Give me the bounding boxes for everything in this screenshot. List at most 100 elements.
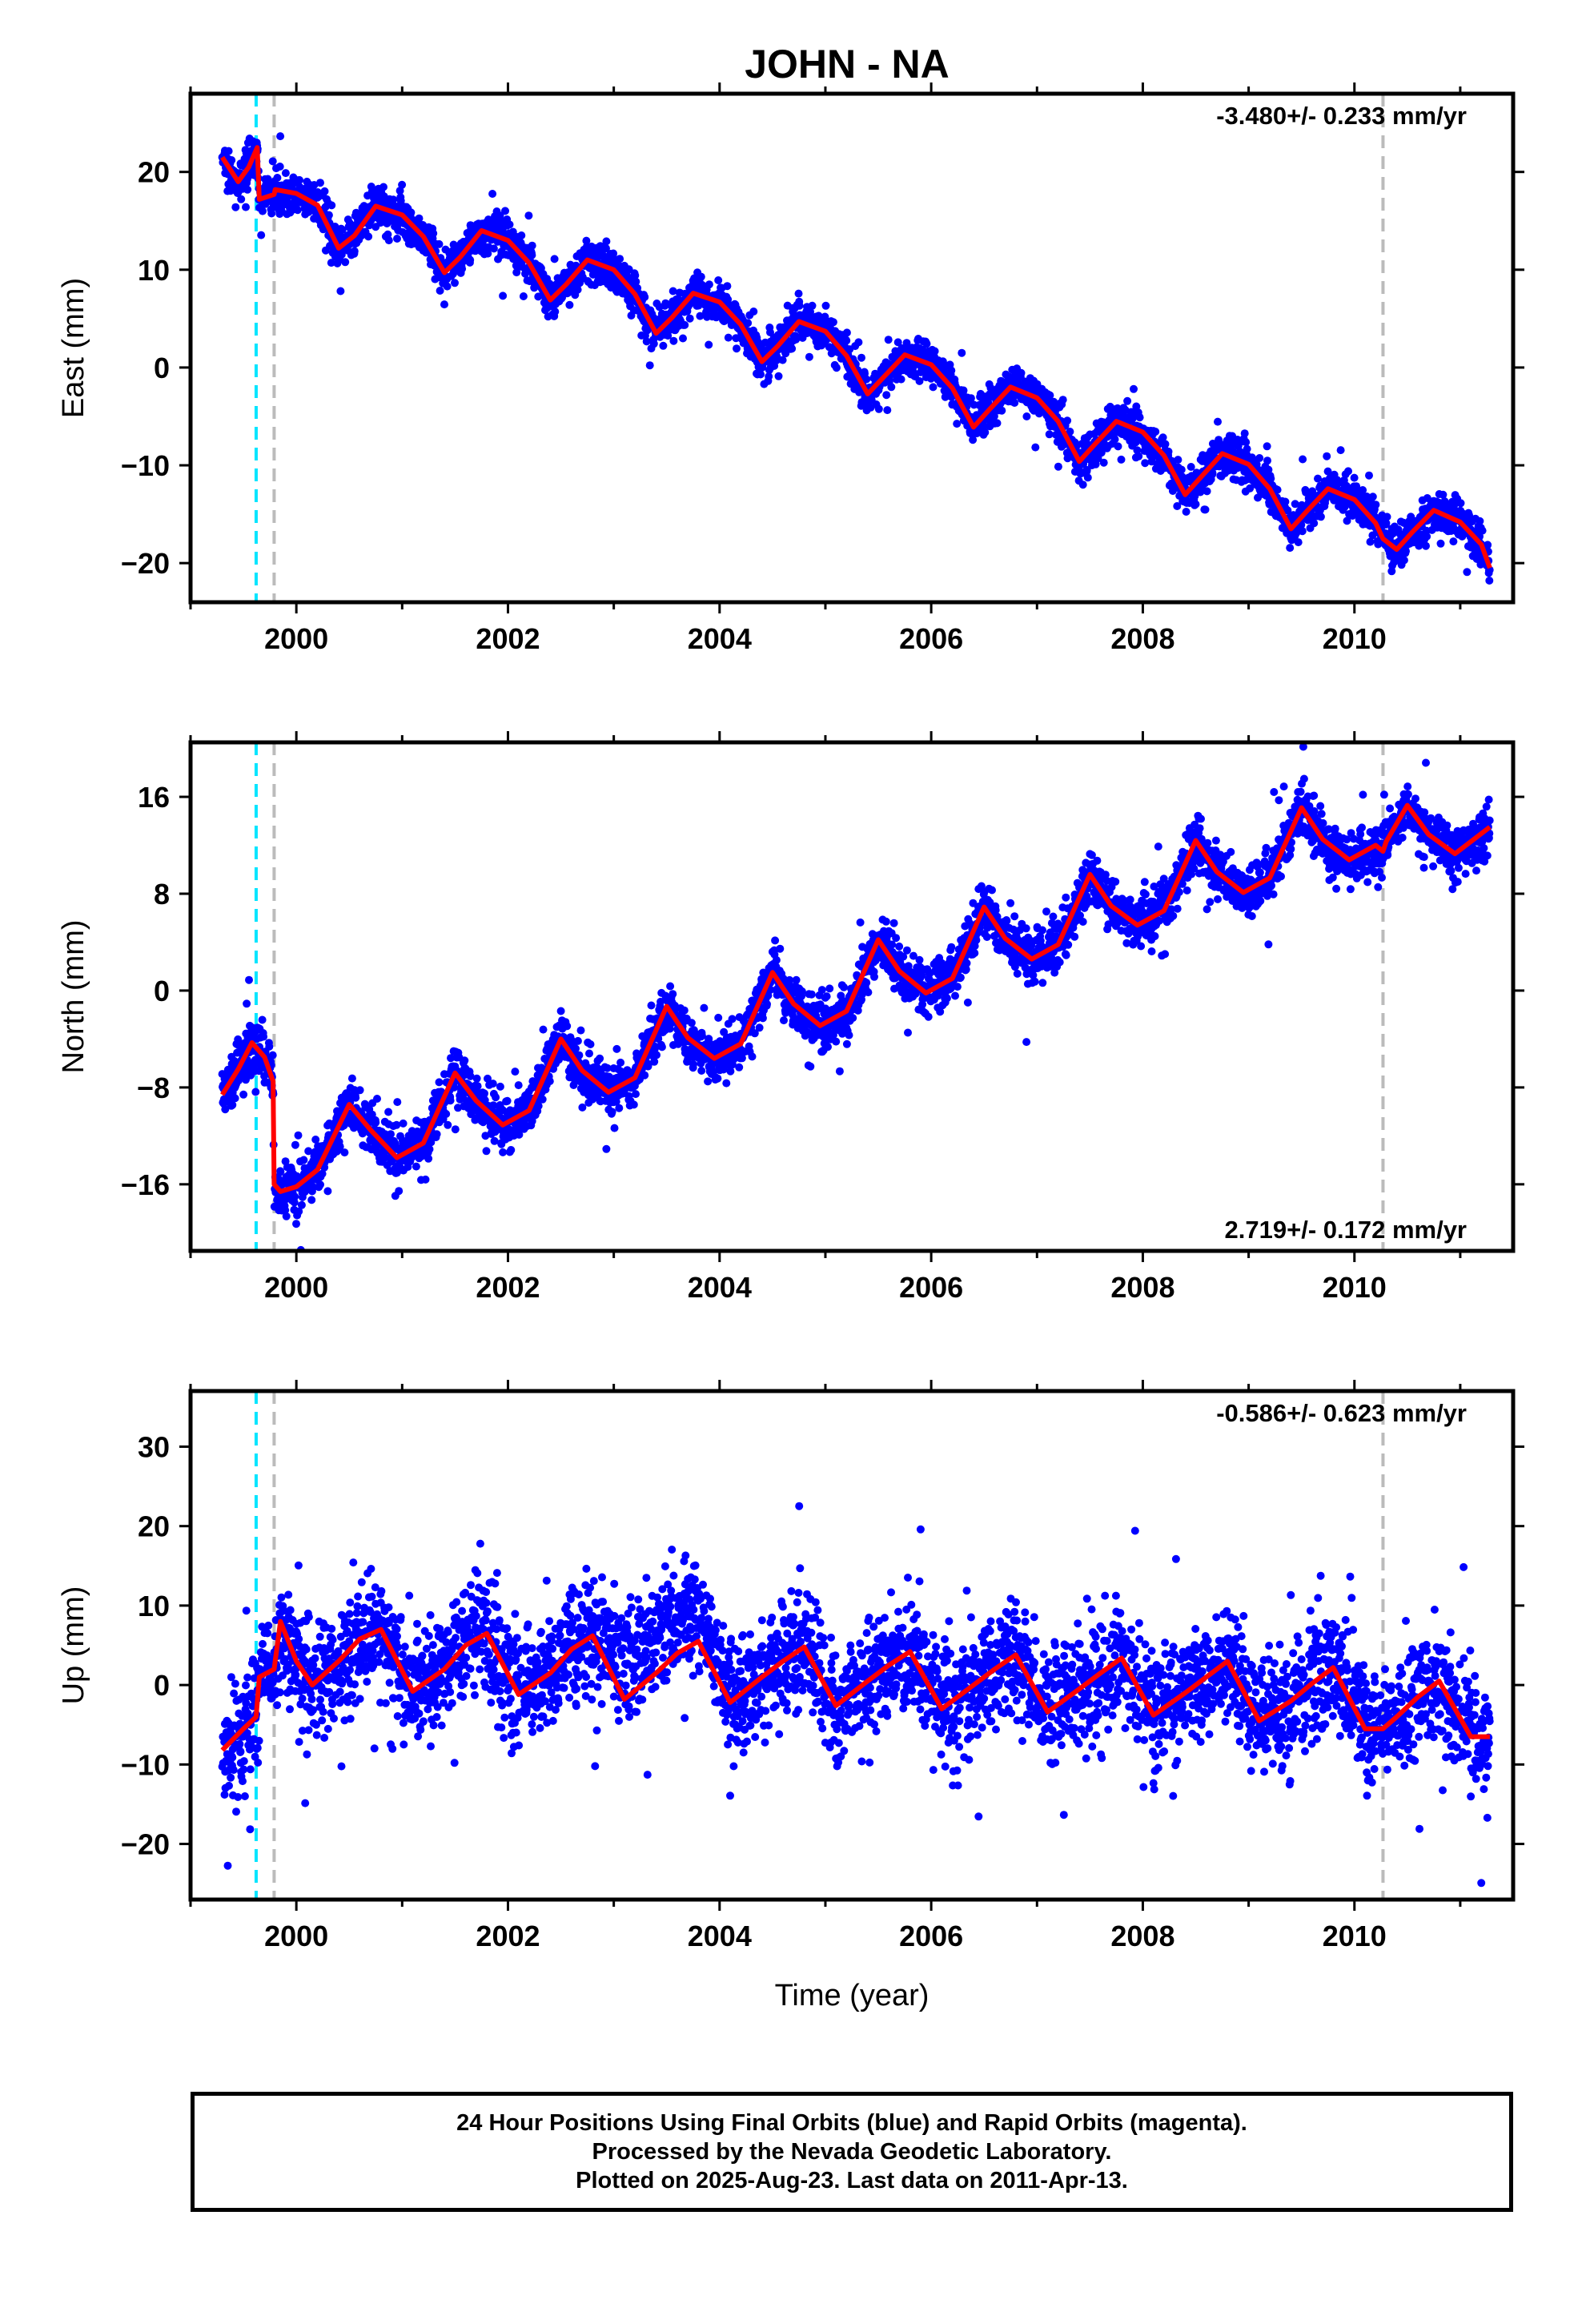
data-point — [265, 1042, 274, 1051]
data-point — [897, 375, 905, 384]
x-tick-label: 2010 — [1323, 622, 1387, 655]
data-point — [443, 282, 452, 291]
y-tick-label: −10 — [121, 449, 170, 482]
data-point — [393, 1098, 402, 1107]
data-point — [489, 244, 498, 253]
data-point — [1078, 480, 1087, 489]
data-point — [1117, 455, 1126, 464]
data-point — [773, 352, 781, 361]
y-tick-label: 10 — [138, 254, 170, 287]
data-point — [389, 195, 398, 204]
data-point — [1299, 455, 1307, 464]
data-point — [1240, 429, 1249, 438]
data-point — [794, 289, 803, 298]
data-point — [1114, 442, 1122, 451]
data-point — [446, 1096, 455, 1105]
data-point — [231, 1094, 239, 1103]
data-point — [563, 1022, 572, 1031]
data-point — [1135, 413, 1144, 422]
data-point — [528, 241, 536, 250]
data-point — [1371, 501, 1380, 509]
data-point — [929, 383, 938, 392]
data-point — [874, 404, 883, 413]
data-point — [257, 231, 266, 239]
data-point — [616, 255, 624, 263]
data-point — [821, 301, 830, 310]
data-point — [294, 1131, 303, 1140]
data-point — [499, 292, 508, 300]
data-point — [243, 999, 251, 1008]
data-point — [1130, 384, 1138, 393]
data-point — [415, 214, 424, 223]
data-point — [893, 338, 902, 347]
data-point — [624, 265, 633, 274]
data-point — [341, 258, 350, 267]
data-point — [379, 183, 387, 191]
data-point — [399, 1119, 408, 1128]
data-point — [1063, 416, 1072, 425]
x-tick-label: 2004 — [688, 622, 752, 655]
data-point — [355, 1086, 364, 1095]
x-tick-label: 2000 — [264, 622, 328, 655]
data-point — [492, 1093, 500, 1102]
data-point — [808, 301, 817, 310]
data-point — [1478, 526, 1487, 535]
data-point — [669, 336, 678, 345]
data-point — [930, 347, 939, 356]
data-point — [573, 1036, 582, 1045]
data-point — [681, 320, 689, 329]
y-axis-label: East (mm) — [57, 278, 90, 418]
data-point — [883, 406, 892, 415]
data-point — [744, 319, 753, 328]
data-point — [795, 301, 804, 310]
data-point — [669, 287, 677, 296]
data-point — [1350, 473, 1359, 482]
data-point — [507, 1146, 516, 1154]
data-point — [953, 420, 962, 428]
data-point — [609, 249, 618, 258]
data-point — [392, 1120, 401, 1129]
data-point — [451, 1125, 460, 1134]
data-point — [243, 185, 252, 194]
data-point — [1263, 442, 1271, 451]
data-point — [242, 203, 250, 211]
data-point — [1010, 399, 1019, 407]
data-point — [765, 372, 773, 380]
data-point — [519, 292, 528, 300]
data-point — [1267, 474, 1275, 483]
data-point — [1186, 463, 1195, 471]
data-point — [440, 300, 448, 309]
data-point — [723, 282, 732, 291]
x-tick-label: 2006 — [899, 622, 963, 655]
data-point — [1294, 538, 1303, 547]
data-point — [661, 299, 670, 308]
data-point — [436, 287, 444, 295]
data-point — [705, 340, 713, 349]
data-point — [412, 1162, 420, 1171]
panels: 2000 2002 2004 2006 2008 2010−20−1001020East … — [57, 82, 1524, 2012]
data-point — [224, 147, 233, 155]
data-point — [499, 1148, 508, 1156]
data-point — [482, 1147, 491, 1156]
data-point — [384, 236, 393, 245]
data-point — [435, 239, 444, 248]
data-point — [528, 251, 536, 259]
data-point — [282, 1212, 291, 1220]
data-point — [1422, 541, 1430, 550]
data-point — [237, 195, 246, 203]
data-point — [484, 249, 492, 258]
data-point — [1399, 556, 1408, 565]
data-point — [842, 328, 851, 337]
data-point — [792, 335, 801, 344]
data-point — [393, 235, 401, 243]
data-point — [862, 375, 871, 384]
data-point — [293, 206, 302, 215]
data-point — [259, 207, 267, 215]
data-point — [421, 1175, 430, 1184]
data-point — [1314, 474, 1322, 483]
data-point — [1263, 456, 1271, 465]
data-point — [398, 180, 407, 189]
data-point — [1243, 444, 1251, 453]
data-point — [649, 340, 658, 348]
